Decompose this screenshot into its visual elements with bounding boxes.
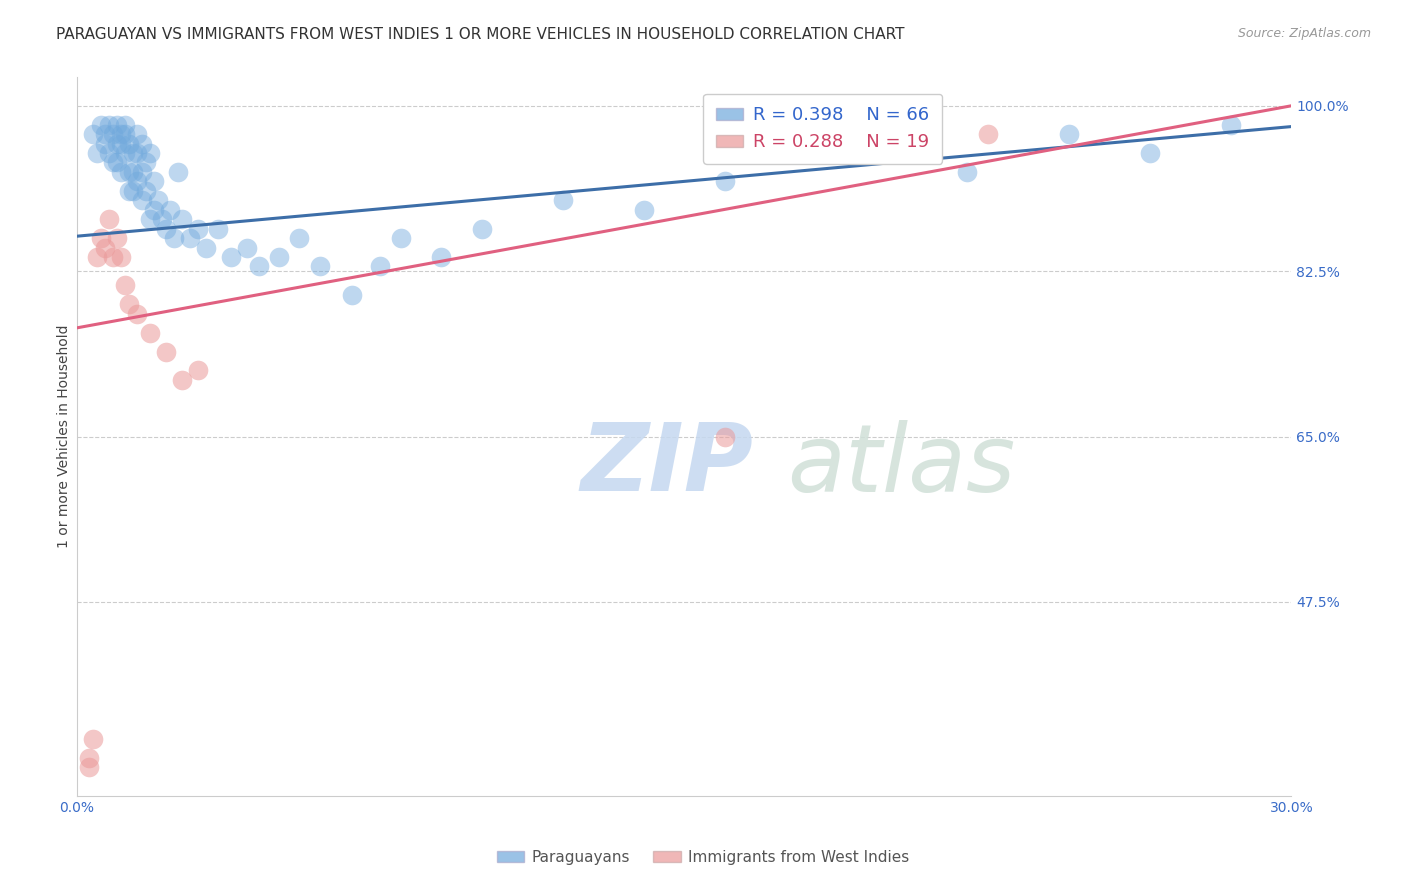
Point <box>288 231 311 245</box>
Point <box>142 174 165 188</box>
Point <box>308 260 330 274</box>
Point <box>90 231 112 245</box>
Point <box>713 174 735 188</box>
Text: Source: ZipAtlas.com: Source: ZipAtlas.com <box>1237 27 1371 40</box>
Point <box>101 250 124 264</box>
Point <box>167 165 190 179</box>
Point <box>77 751 100 765</box>
Point <box>114 127 136 141</box>
Point <box>976 127 998 141</box>
Point <box>86 146 108 161</box>
Point <box>159 202 181 217</box>
Point <box>118 136 141 151</box>
Point <box>98 118 121 132</box>
Point <box>551 194 574 208</box>
Point <box>389 231 412 245</box>
Point <box>131 165 153 179</box>
Point <box>195 241 218 255</box>
Point <box>170 212 193 227</box>
Legend: Paraguayans, Immigrants from West Indies: Paraguayans, Immigrants from West Indies <box>491 844 915 871</box>
Point <box>146 194 169 208</box>
Point <box>170 373 193 387</box>
Point <box>105 231 128 245</box>
Y-axis label: 1 or more Vehicles in Household: 1 or more Vehicles in Household <box>58 325 72 549</box>
Point <box>127 174 149 188</box>
Point <box>122 184 145 198</box>
Point <box>127 127 149 141</box>
Point <box>98 212 121 227</box>
Point <box>956 165 979 179</box>
Point <box>163 231 186 245</box>
Point <box>110 165 132 179</box>
Point <box>122 146 145 161</box>
Point <box>101 127 124 141</box>
Point <box>94 127 117 141</box>
Point <box>219 250 242 264</box>
Point <box>105 136 128 151</box>
Point <box>138 146 160 161</box>
Point <box>114 278 136 293</box>
Text: PARAGUAYAN VS IMMIGRANTS FROM WEST INDIES 1 OR MORE VEHICLES IN HOUSEHOLD CORREL: PARAGUAYAN VS IMMIGRANTS FROM WEST INDIE… <box>56 27 904 42</box>
Point <box>110 136 132 151</box>
Point <box>135 184 157 198</box>
Point <box>269 250 291 264</box>
Legend: R = 0.398    N = 66, R = 0.288    N = 19: R = 0.398 N = 66, R = 0.288 N = 19 <box>703 94 942 164</box>
Point <box>1219 118 1241 132</box>
Point <box>131 136 153 151</box>
Point <box>114 118 136 132</box>
Point <box>150 212 173 227</box>
Point <box>114 146 136 161</box>
Point <box>179 231 201 245</box>
Point <box>105 155 128 169</box>
Point <box>105 118 128 132</box>
Point <box>98 146 121 161</box>
Point <box>430 250 453 264</box>
Point <box>82 127 104 141</box>
Point <box>118 184 141 198</box>
Point <box>247 260 270 274</box>
Point <box>94 136 117 151</box>
Point <box>135 155 157 169</box>
Point <box>94 241 117 255</box>
Point <box>127 307 149 321</box>
Point <box>110 250 132 264</box>
Point <box>101 155 124 169</box>
Point <box>127 146 149 161</box>
Point <box>142 202 165 217</box>
Point <box>82 731 104 746</box>
Point <box>1139 146 1161 161</box>
Point <box>187 221 209 235</box>
Text: ZIP: ZIP <box>581 419 754 511</box>
Point <box>110 127 132 141</box>
Point <box>1057 127 1080 141</box>
Point <box>77 760 100 774</box>
Point <box>118 297 141 311</box>
Point <box>713 429 735 443</box>
Point <box>86 250 108 264</box>
Point <box>131 194 153 208</box>
Point <box>370 260 392 274</box>
Text: atlas: atlas <box>787 420 1015 511</box>
Point <box>155 344 177 359</box>
Point <box>122 165 145 179</box>
Point <box>236 241 259 255</box>
Point <box>187 363 209 377</box>
Point <box>340 288 363 302</box>
Point <box>138 212 160 227</box>
Point <box>633 202 655 217</box>
Point <box>118 165 141 179</box>
Point <box>207 221 229 235</box>
Point <box>471 221 494 235</box>
Point <box>835 146 858 161</box>
Point <box>90 118 112 132</box>
Point <box>138 326 160 340</box>
Point <box>155 221 177 235</box>
